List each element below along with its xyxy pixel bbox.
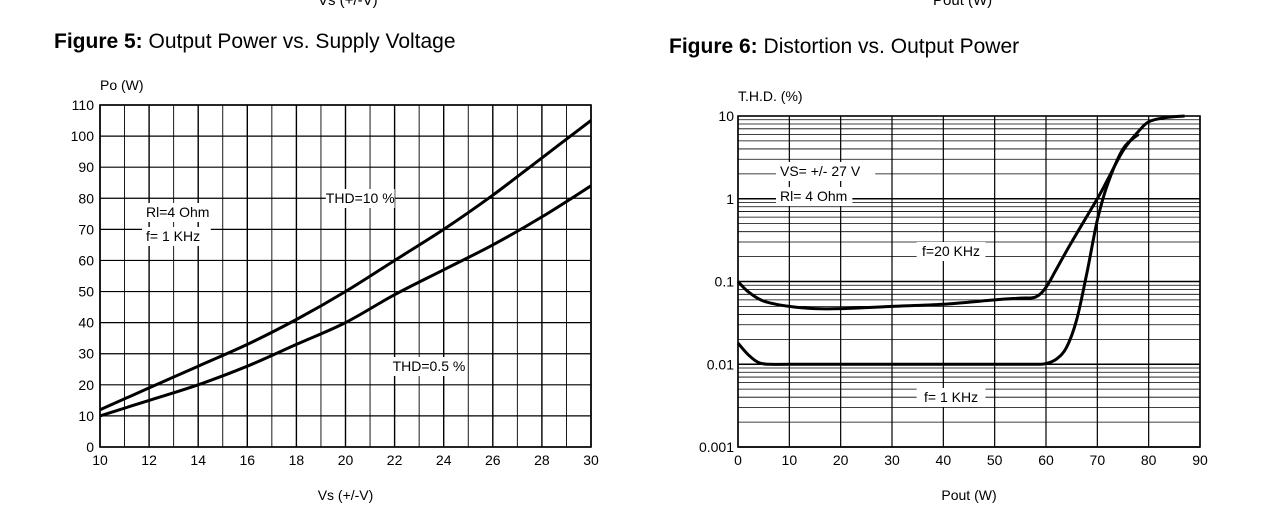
fig6-series-label-f20khz: f=20 KHz [922, 243, 980, 259]
fig5-xtick-label: 16 [240, 452, 256, 468]
fig6-xtick-label: 0 [734, 452, 742, 468]
fig5-annotation-f-bg [142, 227, 211, 246]
fig6-xtick-label: 70 [1090, 452, 1106, 468]
fig6-xtick-label: 40 [936, 452, 952, 468]
fig5-ytick-label: 70 [78, 221, 94, 237]
fig5-xtick-label: 28 [534, 452, 550, 468]
fig5-annotation-rl: Rl=4 Ohm [146, 204, 209, 220]
fig6-series-line-f1khz [736, 133, 1140, 366]
fig6-xtick-label: 60 [1038, 452, 1054, 468]
figure-5-caption: Output Power vs. Supply Voltage [148, 30, 456, 53]
fig6-xtick-label: 80 [1141, 452, 1157, 468]
fig5-xtick-label: 20 [338, 452, 354, 468]
fig6-ytick-label: 0.1 [715, 274, 735, 290]
fig5-series-label-thd-10: THD=10 % [326, 190, 395, 206]
figure-5-title: Figure 5: Output Power vs. Supply Voltag… [54, 30, 456, 54]
fig5-x-axis-label: Vs (+/-V) [318, 487, 374, 503]
figure-6-number: Figure 6: [669, 35, 758, 58]
fig5-ytick-label: 100 [71, 128, 95, 144]
fig5-ytick-label: 10 [78, 408, 94, 424]
fig5-xtick-label: 18 [289, 452, 305, 468]
fig5-ytick-label: 110 [72, 97, 95, 113]
fig6-xtick-label: 90 [1192, 452, 1208, 468]
fig5-series-line-thd-05 [99, 184, 592, 418]
fig6-xtick-label: 30 [884, 452, 900, 468]
fig5-ytick-label: 60 [78, 252, 94, 268]
fig6-ytick-label: 10 [718, 108, 734, 124]
figure-6-caption: Distortion vs. Output Power [763, 35, 1020, 58]
figure-6-title: Figure 6: Distortion vs. Output Power [669, 35, 1019, 59]
fig5-series-label-thd-10-bg [325, 189, 395, 208]
fig6-xtick-label: 50 [987, 452, 1003, 468]
cutoff-caption-right: Pout (W) [933, 0, 993, 9]
fig6-series-label-f1khz-bg [916, 388, 986, 407]
fig5-plot-frame [99, 104, 592, 448]
fig5-ytick-label: 0 [86, 439, 94, 455]
cutoff-caption-left: Vs (+/-V) [318, 0, 378, 9]
figure-5-number: Figure 5: [54, 30, 143, 53]
fig6-series-line-f20khz [736, 114, 1185, 311]
fig5-ytick-label: 90 [78, 159, 94, 175]
fig6-annotation-vs-bg [776, 162, 876, 181]
fig6-series-label-f20khz-bg [916, 242, 986, 261]
fig5-annotation-f: f= 1 KHz [146, 228, 200, 244]
fig6-annotation-vs: VS= +/- 27 V [780, 163, 861, 179]
fig6-annotation-rl: Rl= 4 Ohm [780, 188, 847, 204]
fig5-ytick-label: 20 [78, 377, 94, 393]
fig6-ytick-label: 1 [726, 191, 734, 207]
fig5-ytick-label: 30 [78, 346, 94, 362]
fig5-xtick-label: 14 [190, 452, 206, 468]
fig5-series-label-thd-05: THD=0.5 % [393, 358, 466, 374]
fig5-ytick-label: 80 [78, 190, 94, 206]
fig5-annotation-rl-bg [142, 203, 211, 222]
fig6-annotation-rl-bg [776, 187, 853, 206]
fig6-x-axis-label: Pout (W) [941, 487, 996, 503]
fig6-ytick-label: 0.001 [699, 439, 734, 455]
fig5-xtick-label: 26 [485, 452, 501, 468]
fig6-xtick-label: 10 [782, 452, 798, 468]
fig6-ytick-label: 0.01 [707, 356, 734, 372]
fig6-series-label-f1khz: f= 1 KHz [924, 389, 978, 405]
fig6-xtick-label: 20 [833, 452, 849, 468]
fig5-xtick-label: 30 [583, 452, 599, 468]
fig5-ytick-label: 50 [78, 284, 94, 300]
fig5-xtick-label: 22 [387, 452, 403, 468]
fig5-series-line-thd-10 [99, 119, 592, 412]
fig5-ytick-label: 40 [78, 315, 94, 331]
fig6-y-axis-label: T.H.D. (%) [738, 88, 803, 104]
fig5-series-label-thd-05-bg [390, 357, 468, 376]
fig5-xtick-label: 12 [141, 452, 157, 468]
fig5-xtick-label: 24 [436, 452, 452, 468]
fig5-y-axis-label: Po (W) [100, 77, 144, 93]
fig5-xtick-label: 10 [92, 452, 108, 468]
